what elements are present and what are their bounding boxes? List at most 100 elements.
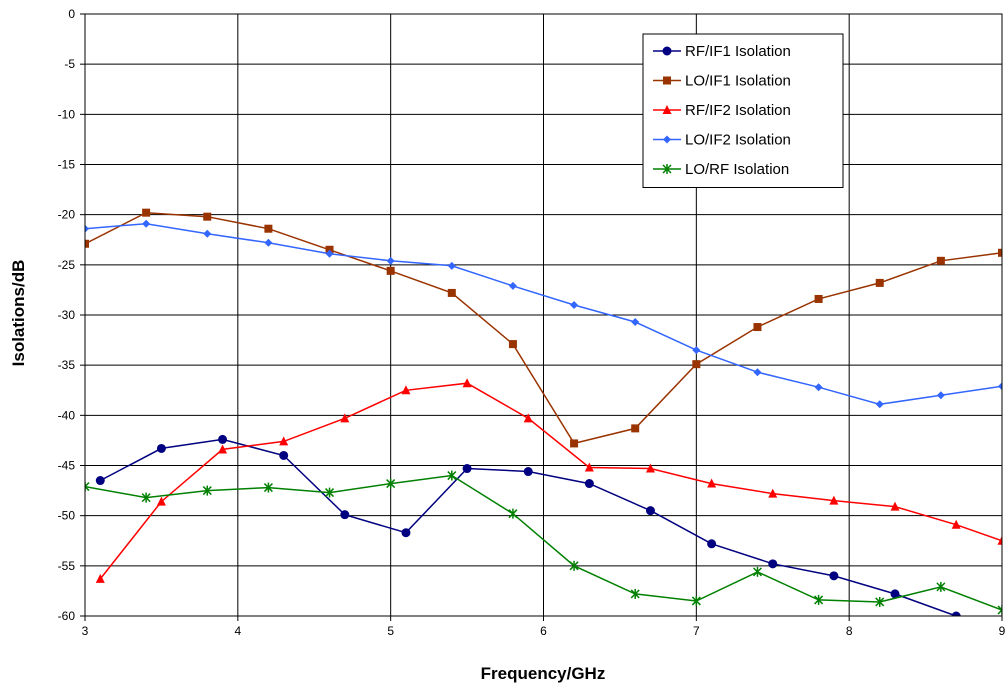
marker-shape [508,340,517,349]
marker-shape [997,535,1002,545]
legend-item-lo-rf-isolation: LO/RF Isolation [653,161,789,178]
marker-shape [692,346,701,355]
data-point-lo-if1-isolation [264,224,273,233]
marker-shape [707,478,717,488]
marker-shape [218,434,228,444]
y-tick-label: -5 [64,57,75,71]
data-point-lo-if1-isolation [814,294,823,303]
legend-label: RF/IF2 Isolation [685,102,791,119]
marker-shape [386,256,395,265]
data-point-lo-rf-isolation [325,487,335,498]
series-group [85,208,1002,616]
marker-shape [340,413,350,423]
marker-shape [707,539,717,549]
marker-shape [997,608,1002,615]
data-point-lo-if1-isolation [692,360,701,369]
x-tick-label: 3 [82,624,89,638]
y-tick-label: -20 [58,208,76,222]
marker-shape [142,208,151,217]
data-point-lo-rf-isolation [630,588,640,599]
x-tick-label: 8 [846,624,853,638]
data-point-lo-if2-isolation [203,229,212,238]
data-point-rf-if1-isolation [645,506,655,516]
data-point-lo-if1-isolation [570,439,579,448]
y-tick-label: -60 [58,609,76,623]
data-point-lo-if2-isolation [325,249,334,258]
y-tick-label: -35 [58,358,76,372]
legend-marker [662,164,672,174]
data-point-lo-if1-isolation [998,248,1002,257]
data-point-lo-if1-isolation [386,266,395,275]
marker-shape [814,383,823,392]
data-point-lo-if1-isolation [447,288,456,297]
plot-frame [84,13,1003,617]
series-line-lo-if1-isolation [85,211,1002,445]
marker-shape [692,360,701,369]
data-point-rf-if2-isolation [997,535,1002,545]
data-point-lo-if2-isolation [631,318,640,327]
legend-marker [663,135,671,144]
data-point-rf-if2-isolation [645,463,655,473]
marker-shape [401,385,411,395]
marker-shape [631,318,640,327]
data-point-rf-if2-isolation [218,444,228,454]
x-axis-ticks: 3 4 5 6 7 8 9 [82,616,1005,638]
marker-shape [875,278,884,287]
series-line-lo-if2-isolation [85,222,1002,406]
series-rf-if2-isolation [95,378,1002,583]
data-point-lo-if1-isolation [508,340,517,349]
marker-shape [663,135,671,144]
marker-shape [814,294,823,303]
data-point-lo-if2-isolation [998,382,1002,391]
x-tick-label: 7 [693,624,700,638]
y-tick-label: 0 [68,7,75,21]
marker-shape [753,323,762,332]
marker-shape [523,413,533,423]
marker-shape [386,266,395,275]
marker-shape [875,400,884,409]
legend-marker [662,105,672,114]
data-point-lo-if2-isolation [814,383,823,392]
data-point-rf-if1-isolation [95,476,105,486]
series-line-rf-if1-isolation [99,438,959,616]
marker-shape [218,444,228,454]
x-tick-label: 4 [234,624,241,638]
data-point-lo-rf-isolation [691,595,701,606]
data-point-rf-if2-isolation [523,413,533,423]
marker-shape [997,605,1002,612]
marker-shape [584,462,594,472]
data-point-lo-if2-isolation [142,219,151,228]
series-line-rf-if2-isolation [99,382,1002,580]
marker-shape [508,281,517,290]
y-tick-label: -10 [58,107,76,121]
data-point-lo-if1-isolation [85,239,89,248]
legend-item-lo-if1-isolation: LO/IF1 Isolation [653,73,791,90]
marker-shape [570,439,579,448]
marker-shape [584,479,594,489]
data-point-lo-rf-isolation [263,482,273,493]
marker-shape [264,224,273,233]
data-point-lo-if1-isolation [631,424,640,433]
marker-shape [95,476,105,486]
data-point-lo-rf-isolation [508,508,518,519]
data-point-lo-if1-isolation [203,212,212,221]
data-point-lo-rf-isolation [202,485,212,496]
x-tick-label: 9 [999,624,1005,638]
data-point-lo-rf-isolation [875,596,885,607]
data-point-lo-rf-isolation [997,604,1002,615]
data-point-rf-if1-isolation [890,589,900,599]
marker-shape [264,238,273,247]
marker-shape [631,424,640,433]
data-point-rf-if1-isolation [401,528,411,538]
marker-shape [768,488,778,498]
y-tick-label: -30 [58,308,76,322]
data-point-lo-if2-isolation [692,346,701,355]
legend-item-rf-if1-isolation: RF/IF1 Isolation [653,43,791,60]
data-point-lo-if2-isolation [447,261,456,270]
data-point-lo-rf-isolation [814,594,824,605]
legend: RF/IF1 Isolation LO/IF1 Isolation RF/IF2 I… [642,33,844,188]
data-point-rf-if2-isolation [584,462,594,472]
data-point-lo-rf-isolation [386,478,396,489]
marker-shape [85,485,90,492]
marker-shape [279,450,289,460]
